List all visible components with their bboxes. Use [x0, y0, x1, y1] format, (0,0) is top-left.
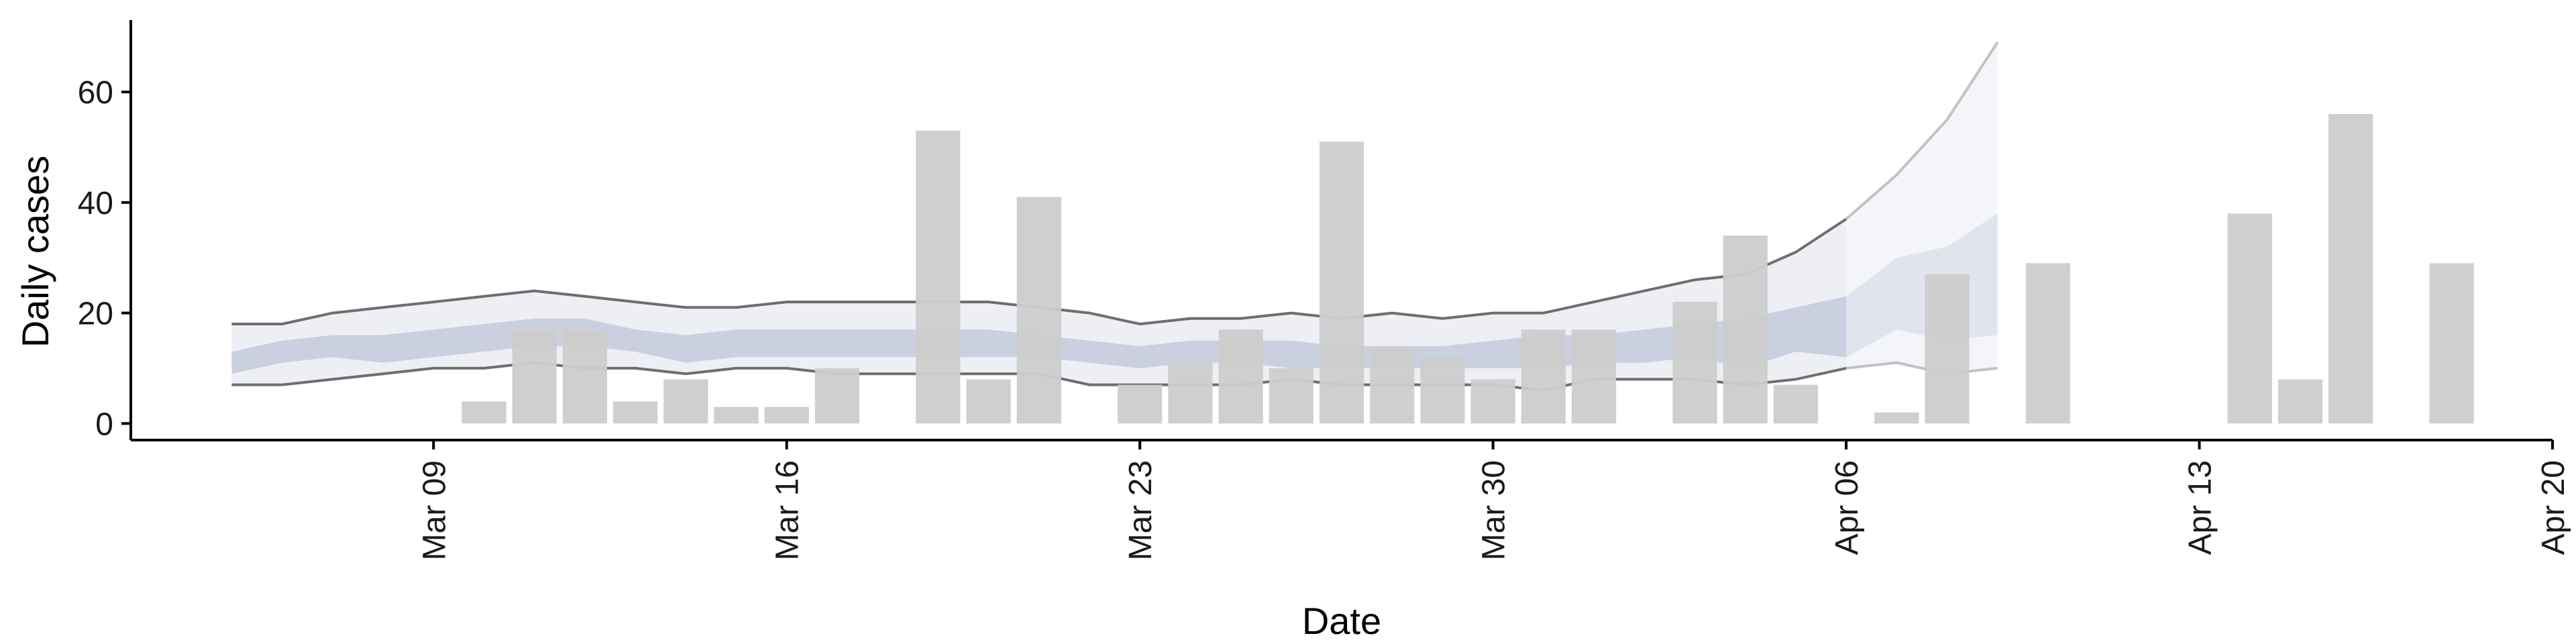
bar — [613, 401, 658, 424]
y-tick-label: 40 — [78, 186, 113, 221]
bar — [1319, 142, 1364, 424]
y-tick-label: 0 — [95, 407, 113, 442]
x-axis-title: Date — [1302, 600, 1381, 642]
x-tick-label: Mar 30 — [1477, 460, 1512, 560]
bar — [1118, 384, 1163, 424]
bar — [2328, 114, 2373, 424]
bar — [2025, 263, 2070, 424]
axes-layer: 0 20 40 60 Mar 09 Mar 16 Mar 23 Mar 30 Apr 06 Apr… — [78, 20, 2571, 560]
bar — [1269, 368, 1313, 424]
bar — [1672, 302, 1717, 424]
bar — [512, 329, 557, 424]
lower-bound-line-forecast — [1845, 361, 1998, 376]
y-tick-label: 60 — [78, 75, 113, 111]
upper-bound-line-forecast — [1845, 41, 1999, 221]
bar — [916, 130, 961, 424]
bar — [562, 329, 607, 424]
bar — [1521, 329, 1566, 424]
bar — [1218, 329, 1263, 424]
bar — [1874, 412, 1919, 424]
bar — [462, 401, 506, 424]
bar — [1420, 357, 1465, 424]
bar — [966, 379, 1011, 424]
bar — [714, 407, 759, 424]
bar — [1773, 384, 1818, 424]
bar — [2277, 379, 2323, 424]
bar — [1723, 235, 1768, 424]
bar — [2429, 263, 2474, 424]
x-tick-label: Mar 09 — [417, 460, 452, 560]
y-axis-title: Daily cases — [14, 156, 56, 347]
x-tick-label: Mar 16 — [770, 460, 806, 560]
y-tick-label: 20 — [78, 297, 113, 332]
bar — [1925, 274, 1970, 424]
x-tick-label: Apr 20 — [2536, 460, 2571, 555]
bar — [2227, 213, 2272, 424]
bar — [1016, 197, 1061, 424]
bar — [663, 379, 708, 424]
bar — [1470, 379, 1515, 424]
bar-layer — [462, 114, 2474, 424]
bar — [1168, 362, 1213, 424]
x-tick-label: Apr 13 — [2183, 460, 2218, 555]
bar — [764, 407, 809, 424]
bar — [1370, 346, 1415, 424]
bar — [1571, 329, 1617, 424]
x-tick-label: Mar 23 — [1123, 460, 1159, 560]
x-tick-label: Apr 06 — [1829, 460, 1865, 555]
bar — [814, 368, 859, 424]
